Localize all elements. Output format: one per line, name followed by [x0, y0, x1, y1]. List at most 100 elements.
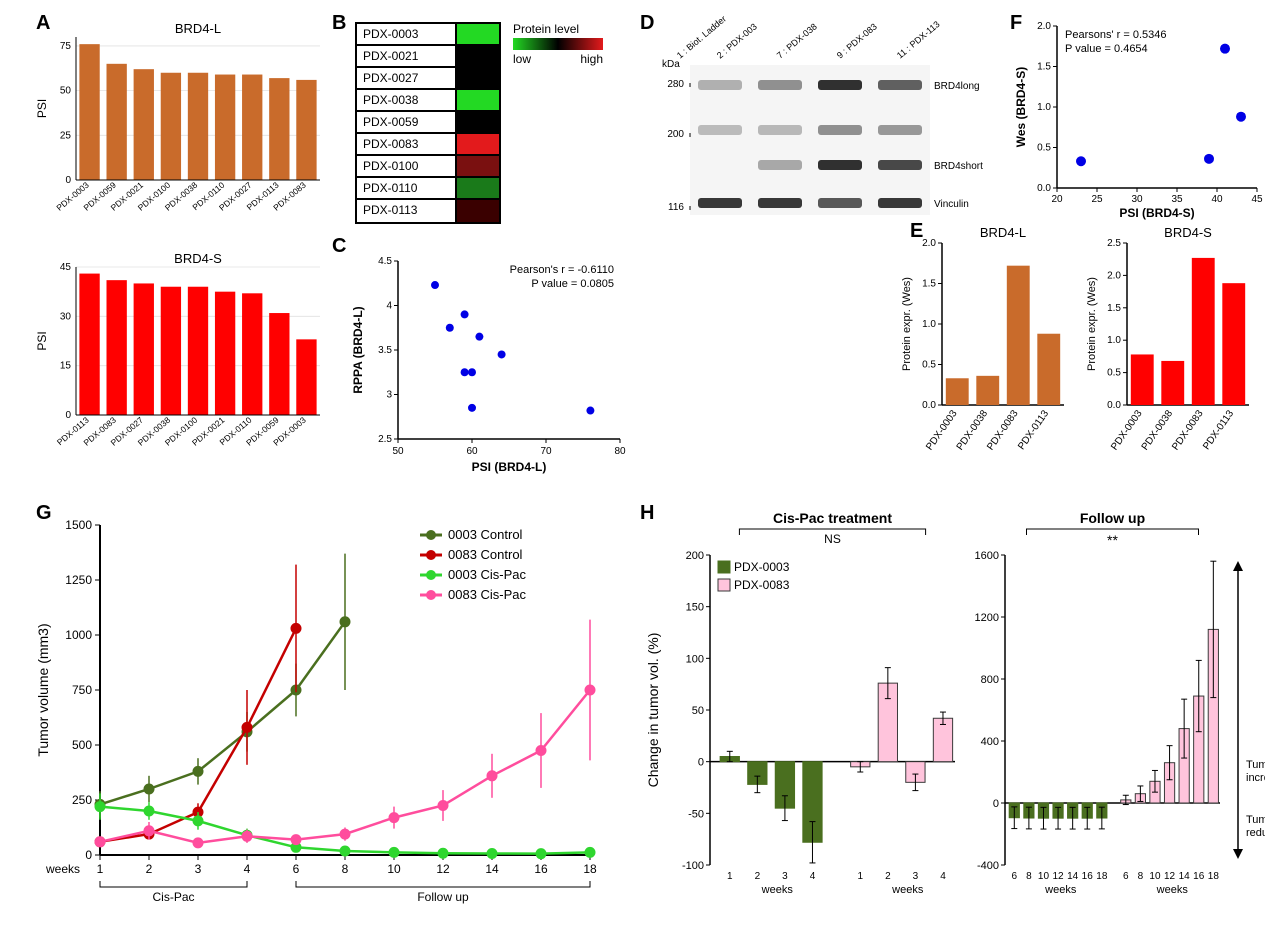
legend-low: low — [513, 52, 531, 66]
svg-text:50: 50 — [692, 705, 704, 717]
svg-text:increase: increase — [1246, 772, 1265, 784]
svg-text:0.5: 0.5 — [1037, 143, 1051, 154]
svg-text:60: 60 — [466, 446, 478, 457]
svg-text:BRD4-L: BRD4-L — [980, 225, 1026, 240]
svg-text:4: 4 — [940, 871, 946, 882]
chart-a-brd4s: BRD4-S0153045PSIPDX-0113PDX-0083PDX-0027… — [30, 245, 330, 475]
svg-text:250: 250 — [72, 793, 92, 807]
svg-text:P value = 0.0805: P value = 0.0805 — [531, 278, 614, 290]
svg-text:6: 6 — [293, 862, 300, 876]
svg-text:1500: 1500 — [65, 518, 92, 532]
svg-text:PSI: PSI — [35, 99, 49, 118]
svg-text:1: 1 — [97, 862, 104, 876]
svg-text:Protein expr. (Wes): Protein expr. (Wes) — [1086, 277, 1098, 371]
svg-text:Follow up: Follow up — [1080, 510, 1145, 526]
svg-text:0083 Cis-Pac: 0083 Cis-Pac — [448, 587, 527, 602]
svg-text:PSI (BRD4-S): PSI (BRD4-S) — [1119, 206, 1194, 220]
heatmap-cell — [457, 200, 499, 222]
svg-text:1.0: 1.0 — [922, 319, 936, 330]
svg-text:400: 400 — [981, 736, 999, 748]
svg-text:2.5: 2.5 — [378, 434, 392, 445]
svg-text:800: 800 — [981, 674, 999, 686]
svg-text:0.0: 0.0 — [922, 400, 936, 411]
svg-text:30: 30 — [60, 311, 72, 322]
heatmap-row-label: PDX-0113 — [357, 200, 457, 222]
svg-text:280: 280 — [667, 79, 684, 90]
svg-text:Tumor vol.: Tumor vol. — [1246, 759, 1265, 771]
svg-text:Tumor vol.: Tumor vol. — [1246, 814, 1265, 826]
svg-text:18: 18 — [1208, 871, 1220, 882]
heatmap-row-label: PDX-0027 — [357, 68, 457, 88]
heatmap-cell — [457, 134, 499, 154]
svg-text:40: 40 — [1211, 194, 1223, 205]
svg-text:8: 8 — [342, 862, 349, 876]
svg-text:14: 14 — [485, 862, 499, 876]
svg-text:0.0: 0.0 — [1037, 183, 1051, 194]
svg-text:1250: 1250 — [65, 573, 92, 587]
svg-text:3: 3 — [913, 871, 919, 882]
svg-text:2: 2 — [146, 862, 153, 876]
scatter-c: 506070802.533.544.5PSI (BRD4-L)RPPA (BRD… — [350, 245, 630, 475]
heatmap-b: PDX-0003PDX-0021PDX-0027PDX-0038PDX-0059… — [355, 22, 625, 224]
svg-text:1: 1 — [858, 871, 864, 882]
svg-text:4.5: 4.5 — [378, 256, 392, 267]
chart-e-brd4l: BRD4-L0.00.51.01.52.0PDX-0003PDX-0038PDX… — [900, 225, 1070, 475]
legend-title: Protein level — [513, 22, 603, 36]
svg-text:Pearsons' r = 0.5346: Pearsons' r = 0.5346 — [1065, 29, 1166, 41]
chart-e-brd4s: BRD4-S0.00.51.01.52.02.5PDX-0003PDX-0038… — [1085, 225, 1255, 475]
svg-text:10: 10 — [387, 862, 401, 876]
svg-text:80: 80 — [614, 446, 626, 457]
svg-text:2.0: 2.0 — [1107, 270, 1121, 281]
svg-text:0.0: 0.0 — [1107, 400, 1121, 411]
svg-text:0: 0 — [85, 848, 92, 862]
heatmap-row-label: PDX-0100 — [357, 156, 457, 176]
svg-text:25: 25 — [60, 130, 72, 141]
heatmap-row-label: PDX-0083 — [357, 134, 457, 154]
svg-text:2.5: 2.5 — [1107, 238, 1121, 249]
svg-text:2.0: 2.0 — [922, 238, 936, 249]
svg-text:-50: -50 — [688, 808, 704, 820]
svg-text:0.5: 0.5 — [922, 360, 936, 371]
svg-text:12: 12 — [1164, 871, 1176, 882]
svg-text:7 : PDX-038: 7 : PDX-038 — [775, 21, 819, 60]
svg-text:14: 14 — [1179, 871, 1191, 882]
svg-text:1.5: 1.5 — [1037, 62, 1051, 73]
svg-text:10: 10 — [1038, 871, 1050, 882]
svg-text:3: 3 — [195, 862, 202, 876]
svg-text:16: 16 — [1193, 871, 1205, 882]
svg-text:1600: 1600 — [975, 550, 999, 562]
heatmap-row-label: PDX-0038 — [357, 90, 457, 110]
svg-text:P value = 0.4654: P value = 0.4654 — [1065, 43, 1148, 55]
svg-text:9 : PDX-083: 9 : PDX-083 — [835, 21, 879, 60]
svg-text:6: 6 — [1123, 871, 1129, 882]
heatmap-row-label: PDX-0021 — [357, 46, 457, 66]
svg-text:Change in tumor vol. (%): Change in tumor vol. (%) — [645, 633, 661, 788]
svg-text:75: 75 — [60, 41, 72, 52]
svg-text:16: 16 — [534, 862, 548, 876]
svg-text:PDX-0113: PDX-0113 — [1016, 408, 1051, 452]
heatmap-cell — [457, 178, 499, 198]
svg-text:35: 35 — [1171, 194, 1183, 205]
svg-text:8: 8 — [1138, 871, 1144, 882]
svg-text:RPPA (BRD4-L): RPPA (BRD4-L) — [351, 306, 365, 393]
svg-text:45: 45 — [1251, 194, 1263, 205]
svg-text:3: 3 — [782, 871, 788, 882]
svg-text:Vinculin: Vinculin — [934, 199, 969, 210]
heatmap-cell — [457, 24, 499, 44]
svg-text:10: 10 — [1149, 871, 1161, 882]
svg-text:2 : PDX-003: 2 : PDX-003 — [715, 21, 759, 60]
svg-text:-400: -400 — [977, 860, 999, 872]
svg-text:PSI (BRD4-L): PSI (BRD4-L) — [472, 460, 547, 474]
panel-label-c: C — [332, 235, 346, 258]
heatmap-cell — [457, 90, 499, 110]
svg-text:reduction: reduction — [1246, 827, 1265, 839]
heatmap-cell — [457, 112, 499, 132]
svg-text:BRD4-S: BRD4-S — [174, 251, 222, 266]
svg-text:11 : PDX-113: 11 : PDX-113 — [895, 19, 942, 61]
svg-text:1000: 1000 — [65, 628, 92, 642]
svg-text:12: 12 — [436, 862, 450, 876]
svg-text:weeks: weeks — [761, 884, 794, 896]
svg-text:200: 200 — [667, 129, 684, 140]
svg-text:Wes (BRD4-S): Wes (BRD4-S) — [1015, 67, 1028, 147]
svg-text:PDX-0003: PDX-0003 — [734, 560, 790, 574]
